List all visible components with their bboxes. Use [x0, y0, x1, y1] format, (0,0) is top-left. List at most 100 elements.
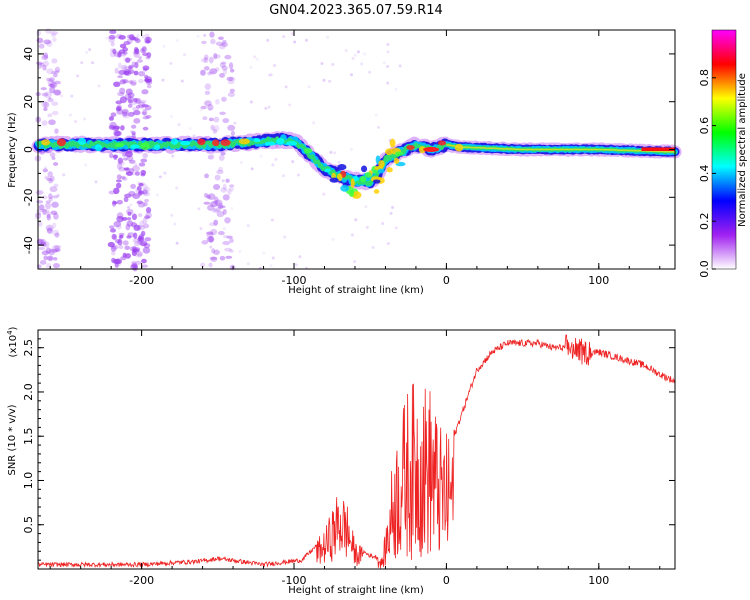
noise-speckle — [127, 103, 133, 108]
noise-speckle — [43, 52, 49, 59]
noise-speckle — [125, 150, 133, 158]
noise-speckle — [131, 263, 138, 268]
noise-speckle — [192, 134, 196, 138]
noise-speckle — [125, 57, 131, 63]
ridge-hotspot — [303, 148, 313, 154]
noise-speckle — [127, 95, 133, 101]
noise-speckle — [130, 183, 136, 190]
noise-speckle — [48, 193, 53, 200]
noise-speckle — [43, 255, 48, 261]
noise-speckle — [377, 125, 381, 129]
noise-speckle — [230, 207, 234, 211]
noise-speckle — [215, 41, 224, 46]
noise-speckle — [51, 71, 56, 75]
noise-speckle — [199, 227, 203, 231]
y-tick-label: 2.0 — [22, 383, 35, 401]
noise-speckle — [45, 202, 52, 210]
noise-speckle — [120, 125, 125, 131]
ridge-hotspot — [41, 139, 50, 146]
noise-speckle — [48, 196, 54, 202]
noise-speckle — [56, 194, 60, 198]
noise-speckle — [140, 173, 146, 177]
colorbar-gradient — [711, 29, 737, 270]
noise-speckle — [131, 250, 137, 257]
noise-speckle — [141, 89, 149, 95]
noise-speckle — [204, 54, 209, 61]
ridge-core — [446, 143, 676, 153]
noise-speckle — [113, 187, 120, 195]
noise-speckle — [140, 99, 147, 104]
noise-speckle — [217, 36, 224, 41]
noise-speckle — [117, 239, 123, 246]
noise-speckle — [48, 248, 55, 256]
noise-speckle — [144, 215, 151, 220]
noise-speckle — [353, 53, 357, 57]
noise-speckle — [127, 111, 135, 117]
ridge-hotspot — [264, 141, 276, 146]
noise-speckle — [84, 163, 88, 167]
noise-speckle — [141, 258, 147, 264]
snr-x-axis-title: Height of straight line (km) — [288, 585, 424, 596]
noise-speckle — [133, 246, 137, 250]
noise-speckle — [43, 241, 50, 248]
noise-speckle — [271, 163, 275, 167]
noise-speckle — [127, 205, 131, 209]
noise-speckle — [180, 79, 184, 83]
ridge-hotspot — [114, 142, 125, 148]
noise-speckle — [202, 116, 208, 121]
figure-title: GN04.2023.365.07.59.R14 — [269, 3, 443, 18]
y-tick-label: -40 — [22, 236, 35, 254]
noise-speckle — [389, 211, 393, 215]
noise-speckle — [215, 98, 220, 105]
noise-speckle — [116, 174, 122, 180]
noise-speckle — [203, 201, 211, 205]
noise-speckle — [109, 50, 116, 58]
noise-speckle — [142, 152, 149, 159]
noise-speckle — [209, 256, 218, 260]
x-tick-label: -100 — [282, 274, 307, 287]
noise-speckle — [139, 220, 145, 228]
noise-speckle — [135, 253, 143, 258]
noise-speckle — [364, 205, 368, 209]
ridge-blob — [337, 163, 347, 171]
ridge-red-end — [641, 147, 675, 151]
noise-speckle — [143, 201, 149, 207]
noise-speckle — [52, 195, 59, 199]
noise-speckle — [175, 241, 179, 245]
noise-speckle — [206, 231, 214, 238]
noise-speckle — [207, 103, 214, 111]
noise-speckle — [207, 193, 216, 200]
ridge-blob — [350, 178, 355, 189]
noise-speckle — [128, 66, 133, 70]
noise-speckle — [116, 212, 124, 219]
noise-speckle — [142, 186, 151, 193]
noise-speckle — [213, 219, 219, 226]
noise-speckle — [125, 223, 131, 231]
noise-speckle — [116, 199, 123, 205]
noise-speckle — [130, 36, 134, 40]
noise-speckle — [142, 217, 148, 225]
noise-speckle — [136, 185, 142, 191]
ridge-blob — [377, 168, 385, 174]
noise-speckle — [206, 231, 214, 235]
noise-speckle — [48, 256, 53, 262]
ridge-blob — [360, 175, 367, 182]
noise-speckle — [214, 174, 221, 181]
noise-speckle — [360, 62, 364, 66]
noise-speckle — [212, 128, 218, 134]
ridge-hotspot — [418, 146, 426, 154]
noise-speckle — [131, 133, 136, 140]
noise-speckle — [136, 150, 143, 154]
noise-speckle — [382, 61, 386, 65]
x-tick-label: 0 — [443, 274, 450, 287]
noise-speckle — [70, 94, 74, 98]
noise-speckle — [173, 222, 177, 226]
noise-speckle — [211, 70, 215, 74]
noise-speckle — [133, 50, 140, 58]
noise-speckle — [394, 87, 398, 91]
noise-speckle — [269, 264, 273, 268]
noise-speckle — [50, 31, 59, 35]
noise-speckle — [131, 213, 138, 221]
noise-speckle — [208, 117, 214, 122]
noise-speckle — [381, 221, 385, 225]
